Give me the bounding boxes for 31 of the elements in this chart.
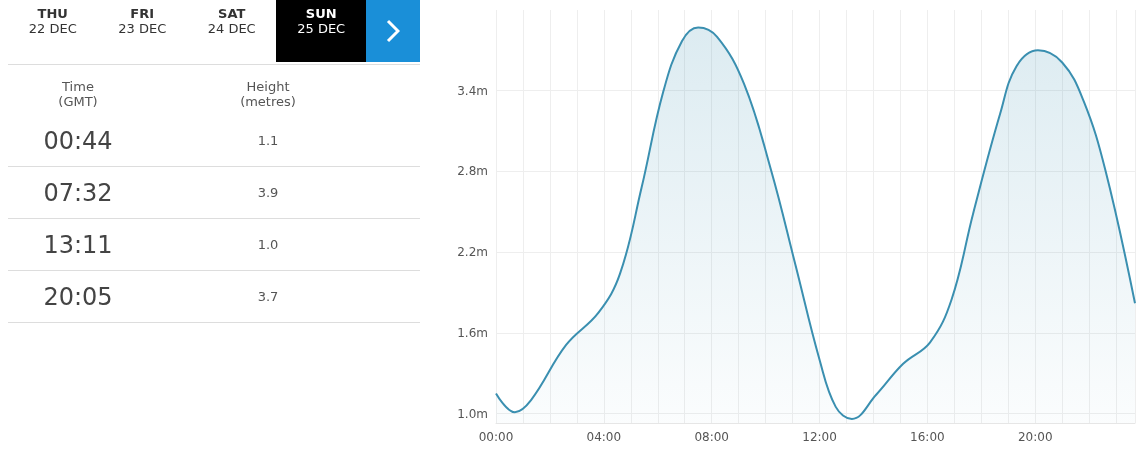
text: Time: [62, 79, 94, 94]
y-tick-label: 2.2m: [457, 245, 488, 260]
text: SUN: [304, 6, 338, 21]
text: 3.7: [256, 289, 280, 304]
x-tick-label: 00:00: [478, 430, 514, 444]
x-tick-label: 16:00: [910, 430, 945, 444]
text: 25 DEC: [296, 21, 347, 36]
x-tick-label: 20:00: [1017, 430, 1053, 444]
text: 07:32: [42, 178, 114, 207]
text: 20:05: [42, 282, 114, 311]
y-tick-label: 1.0m: [457, 406, 488, 421]
x-tick-label: 12:00: [802, 430, 837, 444]
text: 3.9: [256, 185, 280, 200]
text: 23 DEC: [117, 21, 168, 36]
y-tick-label: 2.8m: [457, 164, 488, 179]
text: FRI: [129, 6, 156, 21]
text: 22 DEC: [27, 21, 78, 36]
x-tick-label: 04:00: [586, 430, 622, 444]
text: 1.1: [256, 133, 280, 148]
y-tick-label: 1.6m: [457, 325, 488, 340]
text: (GMT): [58, 94, 98, 109]
text: Height: [246, 79, 290, 94]
text: THU: [36, 6, 69, 21]
text: (metres): [240, 94, 296, 109]
text: 00:44: [42, 126, 114, 155]
y-tick-label: 3.4m: [457, 83, 488, 98]
text: SAT: [217, 6, 247, 21]
text: 1.0: [256, 237, 280, 252]
text: 13:11: [42, 230, 114, 259]
text: 24 DEC: [206, 21, 257, 36]
x-tick-label: 08:00: [694, 430, 729, 444]
